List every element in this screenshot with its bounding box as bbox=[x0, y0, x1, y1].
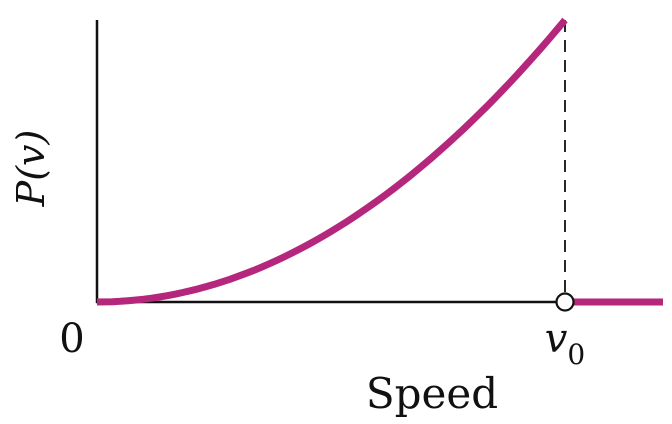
x-tick-label-1: v0 bbox=[545, 316, 585, 371]
x-tick-label-0: 0 bbox=[59, 316, 84, 362]
series-line-1 bbox=[96, 17, 568, 306]
plot-area bbox=[95, 17, 663, 312]
y-axis-label: P(v) bbox=[9, 130, 53, 208]
x-axis-label: Speed bbox=[366, 369, 498, 418]
x-tick-subscript: 0 bbox=[567, 338, 585, 371]
x-tick-labels: 0 v0 bbox=[59, 316, 585, 371]
open-circle-marker bbox=[555, 292, 575, 312]
